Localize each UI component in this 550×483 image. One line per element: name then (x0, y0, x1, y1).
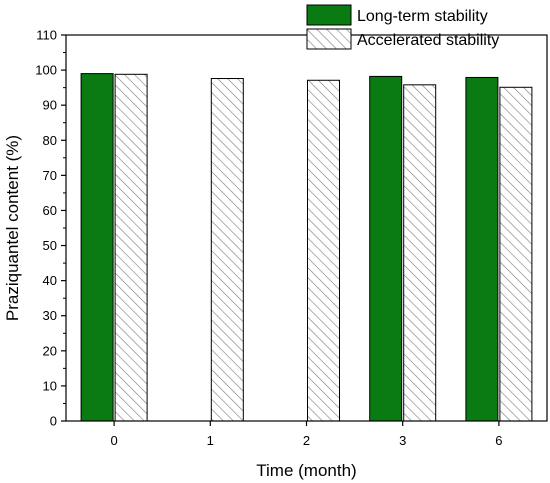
bar-accelerated (114, 73, 148, 422)
y-axis-title: Praziquantel content (%) (3, 135, 22, 321)
x-axis-ticks: 0 1 2 3 6 (110, 421, 503, 448)
legend-swatch-accelerated (306, 28, 352, 50)
y-tick-label: 30 (43, 308, 57, 323)
y-tick-label: 100 (35, 63, 57, 78)
y-tick-label: 10 (43, 378, 57, 393)
legend-label-accelerated: Accelerated stability (357, 32, 499, 49)
y-tick-label: 90 (43, 98, 57, 113)
y-tick-label: 0 (50, 414, 57, 429)
x-tick-label: 3 (399, 433, 406, 448)
bar-long-term (465, 76, 499, 422)
x-tick-label: 1 (207, 433, 214, 448)
y-tick-label: 70 (43, 168, 57, 183)
bar-accelerated (499, 86, 533, 422)
bar-accelerated (210, 78, 244, 422)
bar-accelerated (307, 79, 340, 422)
y-tick-label: 50 (43, 238, 57, 253)
x-tick-label: 0 (110, 433, 117, 448)
x-axis-title: Time (month) (256, 461, 356, 480)
bars-group (80, 73, 533, 422)
bar-long-term (80, 73, 114, 422)
y-axis-ticks: 0 10 20 30 40 50 60 70 80 90 100 110 (35, 28, 66, 429)
y-tick-label: 40 (43, 273, 57, 288)
x-tick-label: 6 (495, 433, 502, 448)
y-tick-label: 80 (43, 133, 57, 148)
legend-label-long-term: Long-term stability (357, 8, 488, 25)
legend: Long-term stability Accelerated stability (306, 4, 499, 50)
y-tick-label: 60 (43, 203, 57, 218)
x-tick-label: 2 (303, 433, 310, 448)
bar-accelerated (403, 84, 437, 422)
bar-long-term (369, 75, 403, 422)
y-tick-label: 20 (43, 343, 57, 358)
y-tick-label: 110 (36, 28, 57, 43)
legend-swatch-long-term (306, 4, 352, 26)
